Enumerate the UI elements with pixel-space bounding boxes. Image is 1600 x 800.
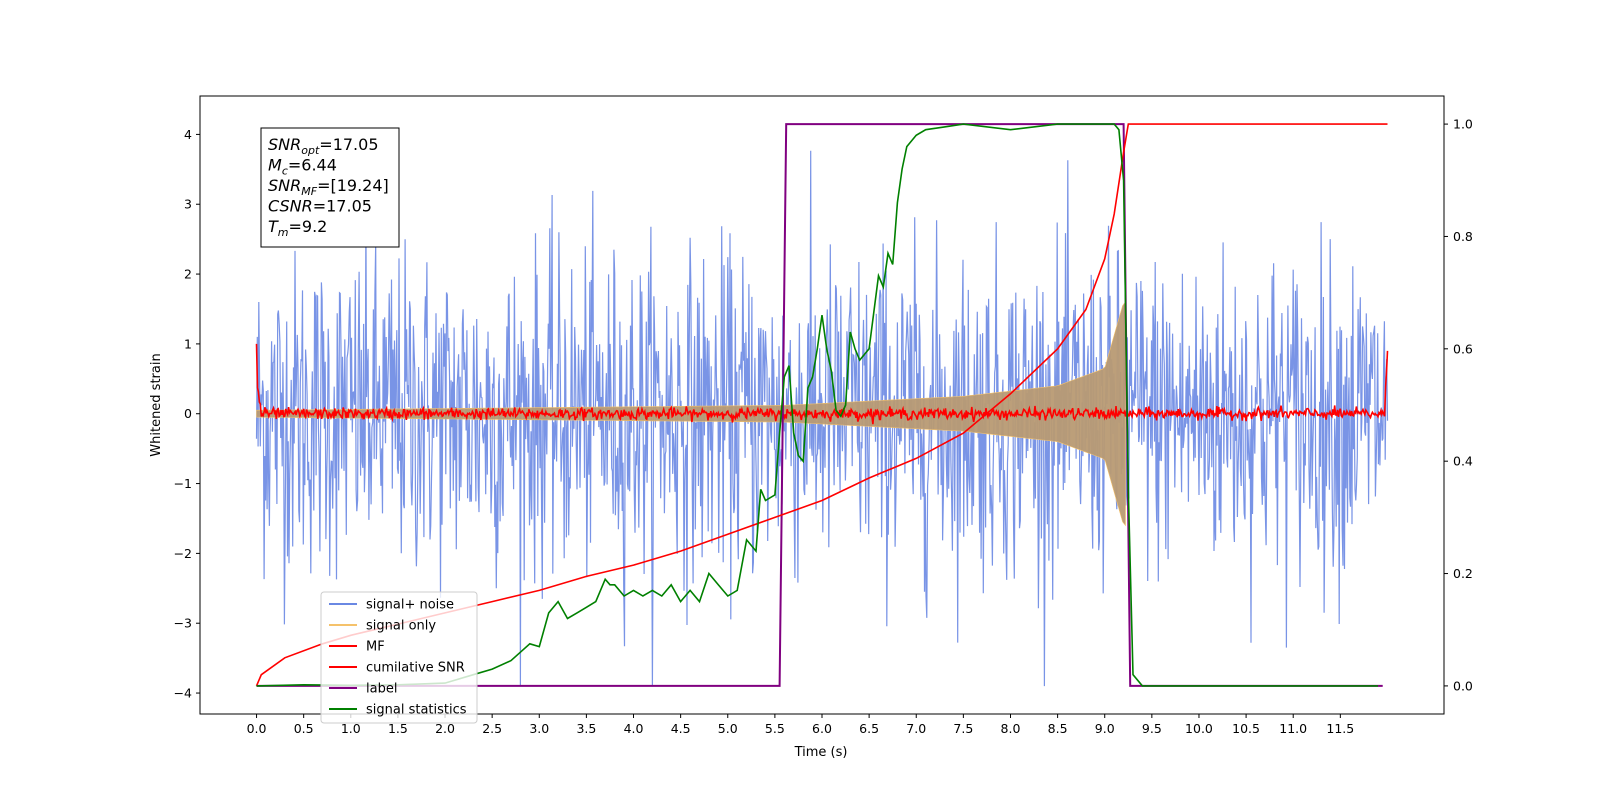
x-tick-label: 2.0	[435, 721, 455, 736]
x-tick-label: 0.5	[294, 721, 314, 736]
x-tick-label: 8.5	[1048, 721, 1068, 736]
y-tick-label: 1	[184, 336, 192, 351]
x-tick-label: 6.0	[812, 721, 832, 736]
x-tick-label: 1.5	[388, 721, 408, 736]
annotation-line: Tm=9.2	[268, 217, 327, 239]
y-tick-label: −1	[174, 476, 192, 491]
x-tick-label: 0.0	[247, 721, 267, 736]
y-axis-right: 1.0 0.8 0.6 0.4 0.2 0.0	[1444, 117, 1473, 693]
y-tick-label: 3	[184, 197, 192, 212]
x-tick-label: 9.0	[1095, 721, 1115, 736]
series-mf-line	[255, 343, 1389, 425]
legend-label-signal-statistics: signal statistics	[366, 703, 467, 718]
signal-statistics-layer	[256, 123, 1378, 687]
y-right-tick-label: 0.0	[1453, 678, 1473, 693]
x-tick-label: 4.0	[624, 721, 644, 736]
annotation-box: SNRopt=17.05Mc=6.44SNRMF=[19.24]CSNR=17.…	[260, 127, 400, 248]
y-right-tick-label: 0.6	[1453, 341, 1473, 356]
legend-label-cumulative-snr: cumilative SNR	[366, 661, 465, 676]
legend-label-label: label	[366, 682, 397, 697]
x-tick-label: 1.0	[341, 721, 361, 736]
annotation-frame	[260, 127, 400, 248]
x-tick-label: 3.0	[529, 721, 549, 736]
annotation-line: SNRopt=17.05	[268, 135, 379, 157]
legend-label-mf: MF	[366, 640, 385, 655]
y-right-tick-label: 1.0	[1453, 117, 1473, 132]
x-tick-label: 2.5	[482, 721, 502, 736]
x-tick-label: 7.5	[953, 721, 973, 736]
y-axis-label: Whitened strain	[149, 353, 164, 456]
y-tick-label: 2	[184, 267, 192, 282]
y-tick-label: −2	[174, 546, 192, 561]
x-tick-label: 8.0	[1001, 721, 1021, 736]
x-tick-label: 10.5	[1232, 721, 1260, 736]
y-right-tick-label: 0.8	[1453, 229, 1473, 244]
x-tick-label: 7.0	[906, 721, 926, 736]
y-tick-label: −3	[174, 616, 192, 631]
legend-label-signal-noise: signal+ noise	[366, 598, 454, 613]
y-tick-label: 4	[184, 127, 192, 142]
x-axis: 0.0 0.5 1.0 1.5 2.0 2.5 3.0 3.5 4.0 4.5 5.0 5.5 6.0 6…	[247, 714, 1354, 736]
annotation-line: SNRMF=[19.24]	[268, 176, 389, 198]
y-right-tick-label: 0.2	[1453, 566, 1473, 581]
legend-frame	[320, 591, 478, 724]
signal-noise-layer	[255, 150, 1389, 687]
series-signal-noise-line	[255, 150, 1389, 687]
x-tick-label: 4.5	[671, 721, 691, 736]
x-axis-label: Time (s)	[794, 745, 848, 760]
x-tick-label: 5.5	[765, 721, 785, 736]
y-tick-label: 0	[184, 406, 192, 421]
x-tick-label: 11.0	[1279, 721, 1307, 736]
annotation-line: CSNR=17.05	[268, 197, 372, 216]
x-tick-label: 9.5	[1142, 721, 1162, 736]
x-tick-label: 3.5	[576, 721, 596, 736]
legend: signal+ noise signal only MF cumilative SNR…	[320, 591, 478, 724]
y-axis-left: 4 3 2 1 0 −1 −2 −3 −4	[174, 127, 200, 701]
x-tick-label: 6.5	[859, 721, 879, 736]
y-tick-label: −4	[174, 686, 192, 701]
x-tick-label: 10.0	[1185, 721, 1213, 736]
y-right-tick-label: 0.4	[1453, 454, 1473, 469]
x-tick-label: 5.0	[718, 721, 738, 736]
legend-label-signal-only: signal only	[366, 619, 436, 634]
annotation-line: Mc=6.44	[268, 156, 337, 178]
mf-layer	[255, 343, 1389, 425]
series-signal-statistics-line	[256, 123, 1378, 687]
x-tick-label: 11.5	[1326, 721, 1354, 736]
